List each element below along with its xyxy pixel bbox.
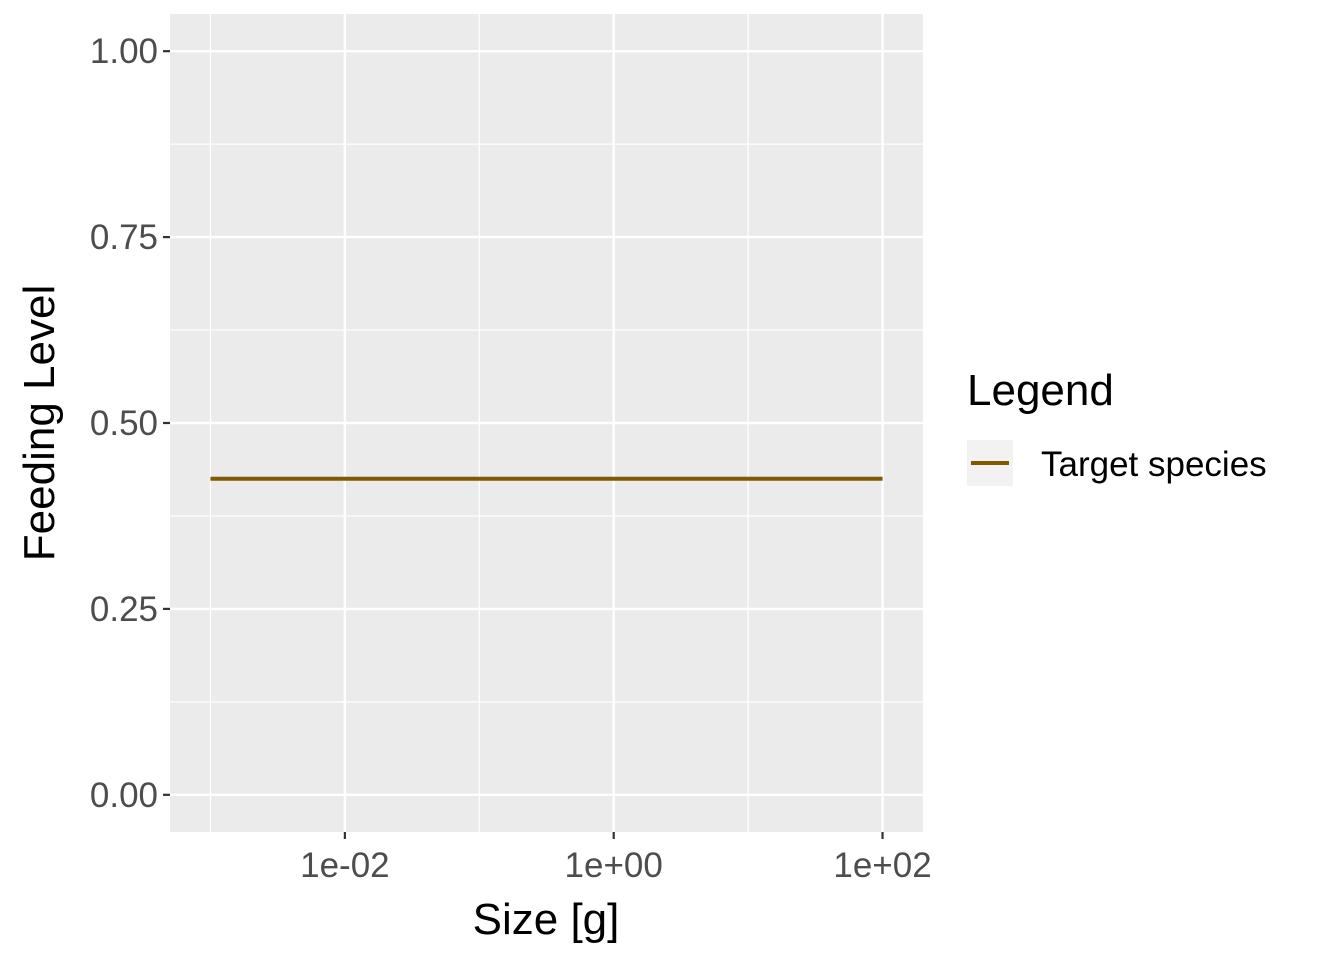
y-axis: 0.00 0.25 0.50 0.75 1.00 <box>90 32 170 815</box>
x-axis: 1e-02 1e+00 1e+02 <box>300 832 932 885</box>
major-gridlines <box>170 14 923 832</box>
x-tick-label: 1e+00 <box>565 846 663 885</box>
y-tick-label: 0.75 <box>90 218 158 257</box>
y-tick-label: 0.50 <box>90 404 158 443</box>
x-tick-label: 1e-02 <box>300 846 390 885</box>
y-axis-title: Feeding Level <box>15 285 64 561</box>
y-tick-label: 1.00 <box>90 32 158 71</box>
y-tick-label: 0.25 <box>90 590 158 629</box>
x-axis-title: Size [g] <box>473 895 620 944</box>
legend-title: Legend <box>967 366 1114 415</box>
legend: Legend Target species <box>967 366 1267 486</box>
x-tick-label: 1e+02 <box>833 846 931 885</box>
legend-label: Target species <box>1041 445 1267 484</box>
y-tick-label: 0.00 <box>90 776 158 815</box>
